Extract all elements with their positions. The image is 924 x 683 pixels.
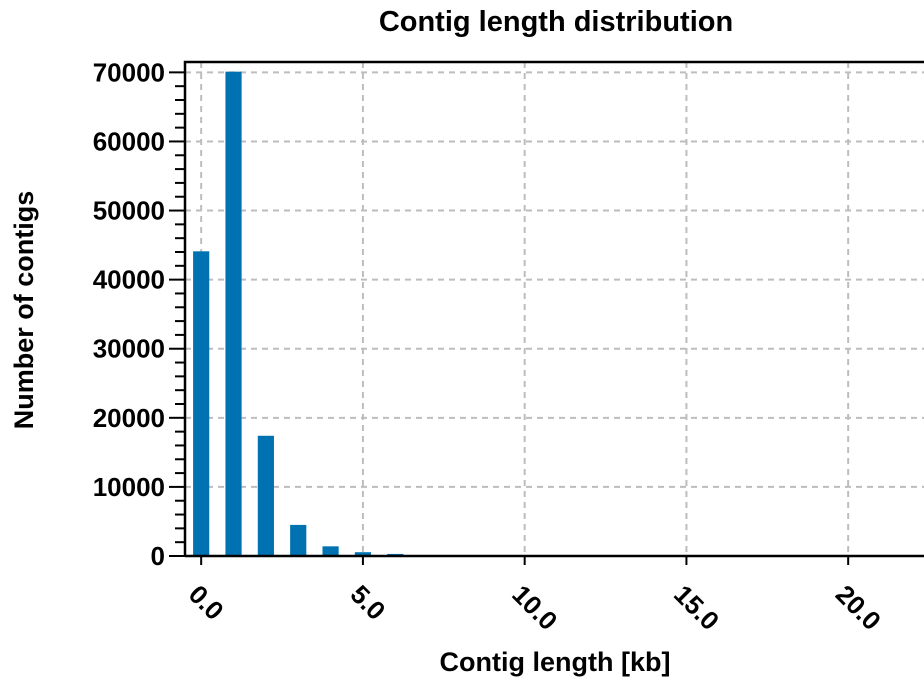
y-axis-label: Number of contigs [9,191,39,430]
x-tick-label-1: 5.0 [345,579,392,626]
y-tick-label-3: 30000 [93,334,165,364]
y-tick-label-2: 20000 [93,403,165,433]
x-tick-label-0: 0.0 [183,579,230,626]
chart-title: Contig length distribution [379,6,733,38]
axes [169,60,924,565]
axis-frame [183,60,924,556]
bar-0 [193,251,210,557]
bar-1 [225,71,242,556]
y-tick-label-7: 70000 [93,57,165,87]
x-axis-label: Contig length [kb] [440,647,671,677]
y-tick-label-1: 10000 [93,472,165,502]
y-tick-label-4: 40000 [93,265,165,295]
tick-labels: 0 10000 20000 30000 40000 50000 60000 70000 0.0 5… [93,57,887,636]
y-tick-label-5: 50000 [93,196,165,226]
bar-2 [257,435,274,556]
grid-lines [185,62,924,556]
bar-3 [290,524,307,556]
bar-4 [322,546,339,556]
y-tick-label-6: 60000 [93,126,165,156]
x-tick-label-3: 15.0 [668,579,725,636]
x-tick-label-2: 10.0 [506,579,563,636]
bar-series [193,71,727,557]
y-tick-label-0: 0 [151,541,165,571]
bar-5 [354,552,372,556]
x-tick-label-4: 20.0 [830,579,887,636]
